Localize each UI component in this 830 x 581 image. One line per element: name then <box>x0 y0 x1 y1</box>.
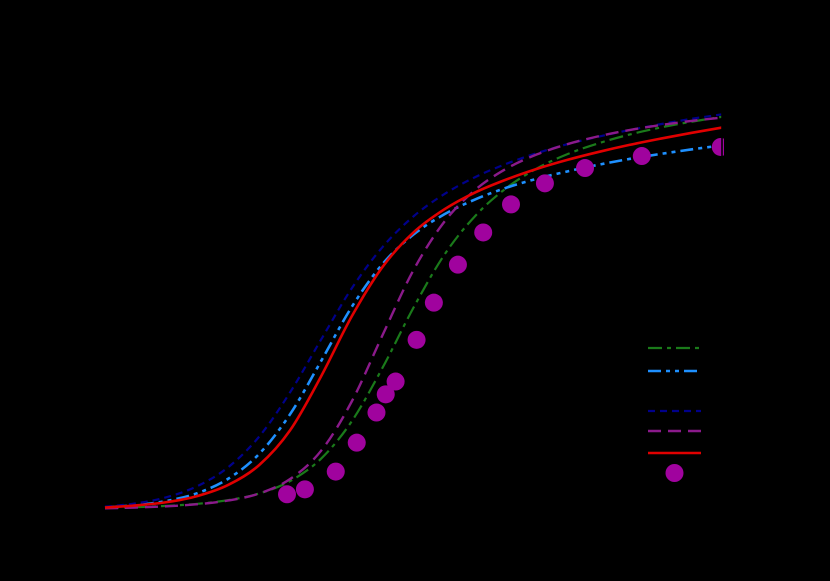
scatter-point <box>474 223 493 242</box>
legend[interactable] <box>648 346 701 482</box>
series-line-1 <box>104 144 723 509</box>
scatter-point <box>576 159 595 178</box>
plot-area <box>104 96 724 511</box>
scatter-point <box>347 433 366 452</box>
scatter-point <box>295 480 314 499</box>
scatter-point <box>376 385 395 404</box>
series-line-2 <box>104 113 723 508</box>
scatter-point <box>407 330 426 349</box>
scatter-point <box>424 293 443 312</box>
series-lines <box>104 113 723 510</box>
scatter-point <box>386 372 405 391</box>
scatter-point <box>278 485 297 504</box>
series-line-0 <box>104 115 723 510</box>
series-line-3 <box>104 116 723 510</box>
legend-entry-5[interactable] <box>665 464 684 482</box>
scatter-point <box>501 195 520 214</box>
legend-marker-icon <box>665 464 684 482</box>
scatter-point <box>448 255 467 274</box>
scatter-point <box>367 403 386 422</box>
scatter-points <box>278 137 724 504</box>
scatter-point <box>632 147 651 166</box>
scatter-point <box>326 462 345 481</box>
scatter-point <box>535 174 554 193</box>
series-line-4 <box>104 126 723 509</box>
scatter-point <box>711 137 724 156</box>
